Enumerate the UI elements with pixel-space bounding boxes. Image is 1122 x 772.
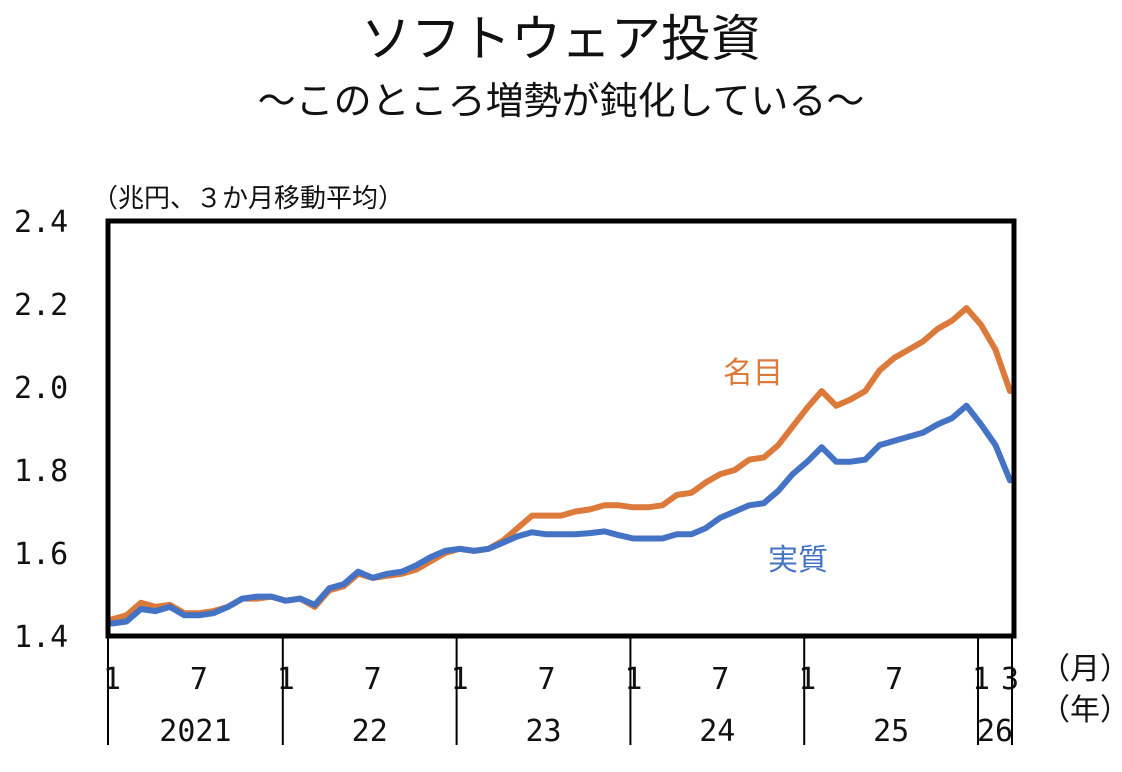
x-year-label: 25 [873, 714, 909, 749]
series-line-0 [109, 305, 1013, 623]
x-year-label: 26 [977, 714, 1013, 749]
x-month-tick-label: 7 [364, 662, 382, 697]
y-tick-label: 1.4 [14, 620, 68, 655]
x-month-tick-label: 1 [624, 662, 642, 697]
x-month-tick-label: 7 [190, 662, 208, 697]
series-line-1 [109, 402, 1013, 627]
x-year-label: 2021 [159, 714, 231, 749]
x-year-label: 24 [699, 714, 735, 749]
x-year-label: 23 [525, 714, 561, 749]
y-axis-unit-label: （兆円、３か月移動平均） [92, 184, 404, 214]
y-tick-label: 1.8 [14, 454, 68, 489]
x-month-tick-label: 7 [537, 662, 555, 697]
plot-lines [109, 305, 1013, 627]
series-label: 実質 [768, 543, 828, 578]
x-month-tick-label: 3 [1001, 662, 1019, 697]
x-month-tick-label: 7 [885, 662, 903, 697]
year-unit-label: （年） [1040, 693, 1122, 728]
x-month-tick-label: 7 [711, 662, 729, 697]
y-tick-label: 2.4 [14, 205, 68, 240]
chart-title: ソフトウェア投資 [361, 10, 761, 68]
plot-frame [105, 218, 1017, 639]
y-tick-label: 2.2 [14, 288, 68, 323]
y-tick-label: 1.6 [14, 537, 68, 572]
x-month-tick-label: 1 [798, 662, 816, 697]
x-month-tick-label: 1 [277, 662, 295, 697]
month-unit-label: （月） [1040, 652, 1122, 687]
y-axis: 2.4 2.2 2.0 1.8 1.6 1.4 [14, 205, 68, 655]
x-month-tick-label: 1 [103, 662, 121, 697]
x-month-tick-label: 1 [451, 662, 469, 697]
series-label: 名目 [723, 356, 783, 391]
x-year-label: 22 [352, 714, 388, 749]
chart-subtitle: ～このところ増勢が鈍化している～ [257, 79, 865, 123]
y-tick-label: 2.0 [14, 371, 68, 406]
x-month-tick-label: 1 [972, 662, 990, 697]
